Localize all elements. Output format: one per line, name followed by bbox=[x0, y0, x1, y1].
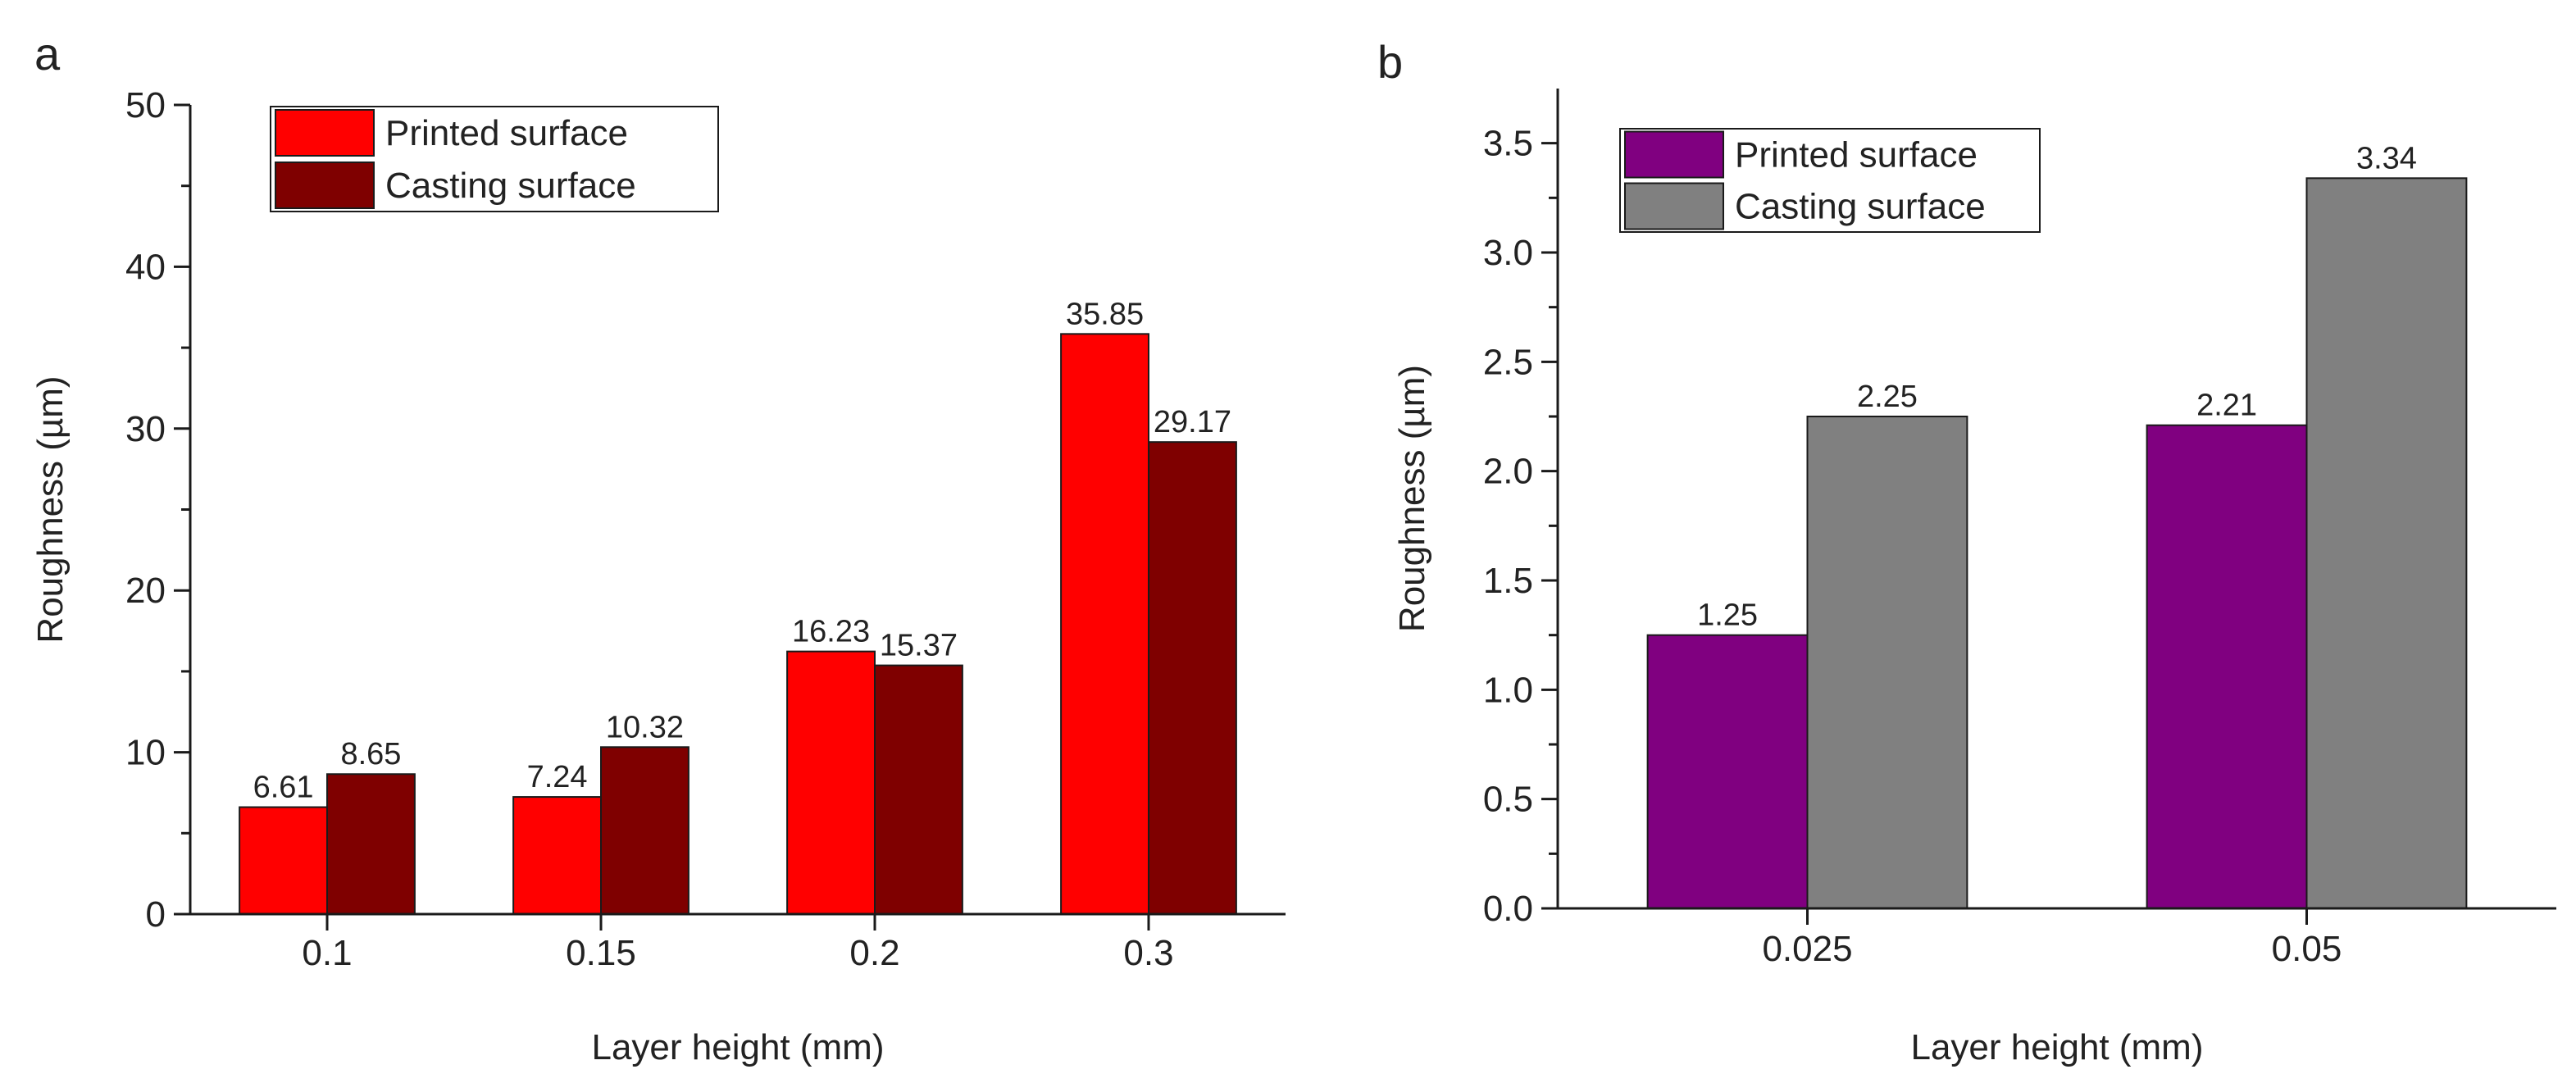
panel-a-data-label-0-3: 35.85 bbox=[1066, 297, 1144, 331]
panel-b-y-axis-title: Roughness (µm) bbox=[1392, 365, 1432, 632]
panel-b-x-axis-title: Layer height (mm) bbox=[1910, 1027, 2203, 1067]
panel-a-y-tick-label-0: 0 bbox=[146, 894, 166, 935]
panel-a-bar-0-0 bbox=[239, 806, 328, 916]
panel-a-x-axis-title: Layer height (mm) bbox=[591, 1027, 884, 1067]
panel-b-legend-label-1: Casting surface bbox=[1735, 187, 1986, 227]
panel-a-data-label-0-1: 7.24 bbox=[527, 760, 588, 794]
panel-b-y-tick-label-5: 2.5 bbox=[1483, 342, 1533, 382]
panel-a-x-tick-label-3: 0.3 bbox=[1123, 933, 1173, 973]
panel-b-bar-1-0 bbox=[1806, 416, 1968, 909]
panel-b-legend-swatch-0 bbox=[1624, 130, 1724, 179]
panel-a-y-tick-label-4: 40 bbox=[125, 247, 166, 287]
panel-a-letter: a bbox=[34, 28, 61, 80]
panel-a-x-tick-label-2: 0.2 bbox=[849, 933, 899, 973]
panel-a-bar-1-0 bbox=[326, 773, 416, 916]
panel-b-y-tick-label-0: 0.0 bbox=[1483, 889, 1533, 929]
panel-a-legend-swatch-0 bbox=[275, 109, 375, 157]
panel-a-legend-label-1: Casting surface bbox=[385, 166, 636, 206]
panel-b-bar-1-1 bbox=[2305, 177, 2468, 910]
panel-a-y-axis-title: Roughness (µm) bbox=[30, 375, 71, 643]
panel-b-data-label-1-1: 3.34 bbox=[2356, 141, 2417, 175]
panel-b-y-tick-label-7: 3.5 bbox=[1483, 124, 1533, 164]
panel-a-bar-1-3 bbox=[1148, 441, 1237, 915]
panel-a-data-label-1-0: 8.65 bbox=[340, 737, 401, 771]
panel-b-legend-label-0: Printed surface bbox=[1735, 135, 1978, 175]
panel-a-y-tick-label-3: 30 bbox=[125, 409, 166, 449]
panel-a-bar-0-3 bbox=[1060, 333, 1149, 916]
panel-a-data-label-1-1: 10.32 bbox=[606, 710, 684, 744]
panel-b-y-tick-label-6: 3.0 bbox=[1483, 233, 1533, 273]
panel-b-letter: b bbox=[1377, 36, 1403, 88]
panel-a-x-tick-label-0: 0.1 bbox=[302, 933, 352, 973]
panel-b-x-tick-label-0: 0.025 bbox=[1762, 929, 1852, 969]
panel-a-data-label-1-2: 15.37 bbox=[880, 629, 958, 663]
panel-b-data-label-1-0: 2.25 bbox=[1857, 380, 1918, 414]
panel-a-y-tick-label-5: 50 bbox=[125, 85, 166, 125]
panel-b-y-tick-label-4: 2.0 bbox=[1483, 452, 1533, 492]
panel-a-data-label-0-0: 6.61 bbox=[253, 771, 314, 805]
panel-b-y-tick-label-3: 1.5 bbox=[1483, 561, 1533, 601]
panel-b-legend-swatch-1 bbox=[1624, 182, 1724, 230]
panel-a-bar-1-1 bbox=[600, 746, 690, 915]
panel-a-bar-0-2 bbox=[786, 650, 876, 915]
panel-b-data-label-0-1: 2.21 bbox=[2196, 389, 2257, 423]
panel-b-bar-0-1 bbox=[2146, 424, 2308, 909]
panel-a-x-tick-label-1: 0.15 bbox=[566, 933, 636, 973]
panel-a-y-tick-label-1: 10 bbox=[125, 733, 166, 773]
panel-b-y-tick-label-2: 1.0 bbox=[1483, 670, 1533, 710]
panel-a-y-tick-label-2: 20 bbox=[125, 571, 166, 611]
panel-a-bar-0-1 bbox=[512, 796, 602, 915]
panel-a-legend-label-0: Printed surface bbox=[385, 113, 628, 153]
panel-b-bar-0-0 bbox=[1646, 634, 1809, 910]
panel-a-data-label-1-3: 29.17 bbox=[1154, 405, 1231, 439]
panel-b-x-tick-label-1: 0.05 bbox=[2272, 929, 2342, 969]
panel-b-data-label-0-0: 1.25 bbox=[1697, 598, 1758, 633]
panel-a-bar-1-2 bbox=[874, 664, 963, 915]
panel-a-legend-swatch-1 bbox=[275, 162, 375, 209]
panel-b-y-tick-label-1: 0.5 bbox=[1483, 780, 1533, 820]
panel-a-data-label-0-2: 16.23 bbox=[792, 615, 870, 649]
